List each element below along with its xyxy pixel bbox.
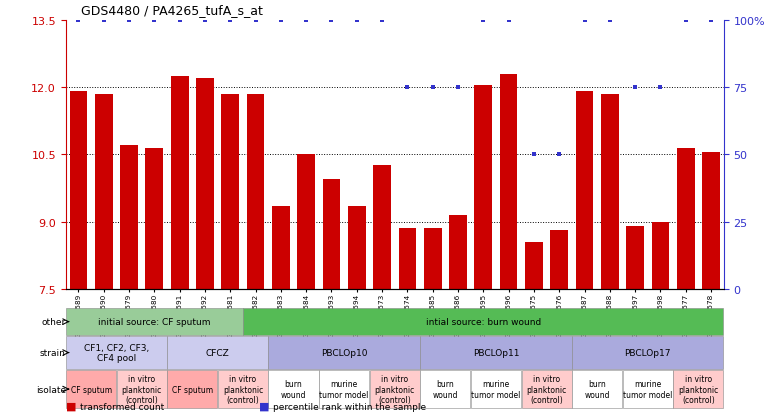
Bar — [522, 370, 572, 408]
Text: ■: ■ — [259, 401, 270, 411]
Bar — [572, 337, 724, 369]
Bar — [66, 337, 166, 369]
Text: in vitro
planktonic
(control): in vitro planktonic (control) — [375, 374, 415, 404]
Text: burn
wound: burn wound — [281, 380, 307, 399]
Bar — [652, 222, 670, 413]
Text: CF sputum: CF sputum — [70, 385, 111, 394]
Text: intial source: burn wound: intial source: burn wound — [426, 317, 541, 326]
Bar — [272, 206, 289, 413]
Text: isolate: isolate — [36, 385, 66, 394]
Bar — [673, 370, 724, 408]
Bar — [319, 370, 369, 408]
Bar — [323, 180, 341, 413]
Text: transformed count: transformed count — [80, 402, 164, 411]
Text: in vitro
planktonic
(control): in vitro planktonic (control) — [526, 374, 567, 404]
Bar — [623, 370, 673, 408]
Bar — [702, 153, 720, 413]
Bar — [471, 370, 521, 408]
Text: in vitro
planktonic
(control): in vitro planktonic (control) — [122, 374, 162, 404]
Bar — [474, 85, 492, 413]
Bar — [525, 242, 543, 413]
Bar — [420, 370, 471, 408]
Bar — [373, 166, 391, 413]
Bar — [424, 229, 441, 413]
Text: GDS4480 / PA4265_tufA_s_at: GDS4480 / PA4265_tufA_s_at — [81, 4, 263, 17]
Bar — [66, 308, 243, 335]
Text: PBCLOp11: PBCLOp11 — [473, 348, 519, 357]
Text: PBCLOp17: PBCLOp17 — [625, 348, 671, 357]
Text: PBCLOp10: PBCLOp10 — [321, 348, 368, 357]
Bar — [399, 229, 416, 413]
Text: strain: strain — [40, 348, 66, 357]
Text: in vitro
planktonic
(control): in vitro planktonic (control) — [223, 374, 263, 404]
Bar — [66, 370, 116, 408]
Bar — [120, 146, 138, 413]
Bar — [167, 370, 217, 408]
Bar — [171, 76, 189, 413]
Text: burn
wound: burn wound — [433, 380, 458, 399]
Bar — [297, 155, 315, 413]
Bar — [576, 92, 594, 413]
Text: murine
tumor model: murine tumor model — [623, 380, 673, 399]
Bar — [601, 95, 618, 413]
Bar — [269, 370, 319, 408]
Bar — [626, 226, 644, 413]
Bar — [572, 370, 622, 408]
Text: CF sputum: CF sputum — [172, 385, 213, 394]
Bar — [269, 337, 420, 369]
Text: ■: ■ — [66, 401, 77, 411]
Text: CF1, CF2, CF3,
CF4 pool: CF1, CF2, CF3, CF4 pool — [84, 343, 149, 362]
Text: murine
tumor model: murine tumor model — [471, 380, 521, 399]
Bar — [677, 148, 694, 413]
Bar — [167, 337, 268, 369]
Bar — [146, 148, 163, 413]
Bar — [243, 308, 724, 335]
Bar — [500, 74, 518, 413]
Bar — [449, 215, 467, 413]
Text: initial source: CF sputum: initial source: CF sputum — [98, 317, 211, 326]
Text: in vitro
planktonic
(control): in vitro planktonic (control) — [678, 374, 718, 404]
Text: CFCZ: CFCZ — [206, 348, 229, 357]
Bar — [550, 231, 568, 413]
Text: burn
wound: burn wound — [584, 380, 610, 399]
Bar — [70, 92, 87, 413]
Bar — [95, 95, 112, 413]
Text: other: other — [42, 317, 66, 326]
Text: murine
tumor model: murine tumor model — [320, 380, 369, 399]
Bar — [370, 370, 420, 408]
Bar — [117, 370, 166, 408]
Bar — [420, 337, 572, 369]
Bar — [196, 79, 214, 413]
Bar — [247, 95, 265, 413]
Bar — [221, 95, 239, 413]
Bar — [217, 370, 268, 408]
Bar — [348, 206, 365, 413]
Text: percentile rank within the sample: percentile rank within the sample — [273, 402, 426, 411]
